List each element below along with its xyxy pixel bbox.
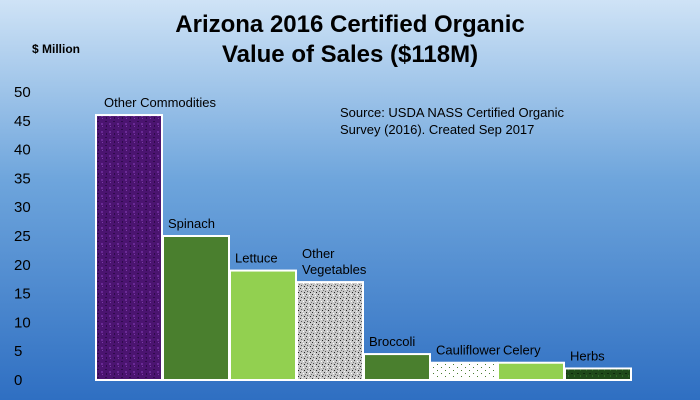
y-axis-label: $ Million (32, 42, 80, 56)
y-tick-label: 10 (14, 314, 31, 331)
bar-label: Vegetables (302, 262, 367, 277)
y-tick-label: 35 (14, 170, 31, 187)
y-tick-label: 15 (14, 286, 31, 303)
bar (162, 235, 230, 381)
y-tick-label: 50 (14, 84, 31, 101)
bar-labels: Other Commodities Spinach Lettuce OtherVege… (104, 95, 605, 363)
bar (430, 361, 498, 382)
y-tick-label: 30 (14, 199, 31, 216)
y-tick-label: 40 (14, 142, 31, 159)
y-tick-label: 25 (14, 228, 31, 245)
y-tick-label: 20 (14, 257, 31, 274)
bar-label: Herbs (570, 348, 605, 363)
bar (363, 353, 431, 381)
bar-label: Spinach (168, 216, 215, 231)
bar (497, 361, 565, 382)
chart-title-line1: Arizona 2016 Certified Organic (175, 11, 524, 38)
bar-label: Lettuce (235, 251, 278, 266)
y-tick-label: 0 (14, 372, 22, 389)
bar (95, 114, 163, 381)
source-note-line2: Survey (2016). Created Sep 2017 (340, 122, 534, 137)
bar-label: Other (302, 246, 335, 261)
y-axis-ticks: 0 5 10 15 20 25 30 35 40 45 50 (14, 84, 31, 389)
y-tick-label: 45 (14, 113, 31, 130)
bar-label: Celery (503, 343, 541, 358)
source-note-line1: Source: USDA NASS Certified Organic (340, 105, 564, 120)
bar-label: Broccoli (369, 334, 415, 349)
bar-label: Other Commodities (104, 95, 216, 110)
bar (296, 281, 364, 381)
bars (95, 114, 632, 382)
bar (229, 269, 297, 381)
bar (564, 367, 632, 382)
chart-title-line2: Value of Sales ($118M) (222, 41, 478, 68)
bar-label: Cauliflower (436, 343, 501, 358)
y-tick-label: 5 (14, 343, 22, 360)
